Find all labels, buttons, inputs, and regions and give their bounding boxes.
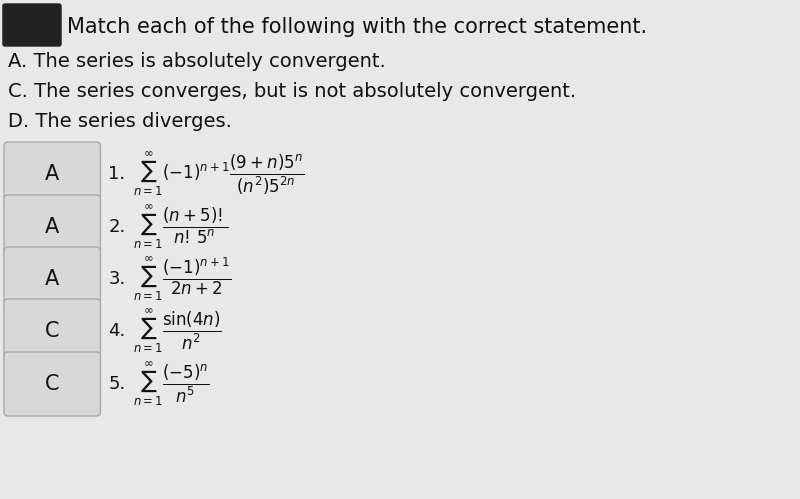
Text: A: A [45, 217, 59, 237]
Text: 2.: 2. [108, 218, 126, 236]
Text: A. The series is absolutely convergent.: A. The series is absolutely convergent. [8, 51, 386, 70]
Text: $\sum_{n=1}^{\infty}\dfrac{\sin(4n)}{n^{2}}$: $\sum_{n=1}^{\infty}\dfrac{\sin(4n)}{n^{… [133, 307, 222, 355]
Text: A: A [45, 164, 59, 184]
Text: 3.: 3. [108, 270, 126, 288]
Text: C: C [45, 374, 59, 394]
Text: D. The series diverges.: D. The series diverges. [8, 111, 232, 131]
Text: Match each of the following with the correct statement.: Match each of the following with the cor… [67, 17, 647, 37]
FancyBboxPatch shape [4, 142, 100, 206]
Text: $\sum_{n=1}^{\infty}\dfrac{(-1)^{n+1}}{2n+2}$: $\sum_{n=1}^{\infty}\dfrac{(-1)^{n+1}}{2… [133, 254, 231, 303]
Text: C. The series converges, but is not absolutely convergent.: C. The series converges, but is not abso… [8, 81, 576, 100]
FancyBboxPatch shape [4, 195, 100, 259]
Text: $\sum_{n=1}^{\infty}\dfrac{(-5)^{n}}{n^{5}}$: $\sum_{n=1}^{\infty}\dfrac{(-5)^{n}}{n^{… [133, 360, 210, 408]
Text: $\sum_{n=1}^{\infty}(-1)^{n+1}\dfrac{(9+n)5^{n}}{(n^{2})5^{2n}}$: $\sum_{n=1}^{\infty}(-1)^{n+1}\dfrac{(9+… [133, 150, 304, 198]
FancyBboxPatch shape [4, 247, 100, 311]
Text: 1.: 1. [108, 165, 126, 183]
FancyBboxPatch shape [3, 4, 61, 46]
FancyBboxPatch shape [4, 352, 100, 416]
Text: C: C [45, 321, 59, 341]
Text: A: A [45, 269, 59, 289]
FancyBboxPatch shape [4, 299, 100, 363]
Text: 4.: 4. [108, 322, 126, 340]
Text: 5.: 5. [108, 375, 126, 393]
Text: $\sum_{n=1}^{\infty}\dfrac{(n+5)!}{n!\,5^{n}}$: $\sum_{n=1}^{\infty}\dfrac{(n+5)!}{n!\,5… [133, 203, 228, 251]
